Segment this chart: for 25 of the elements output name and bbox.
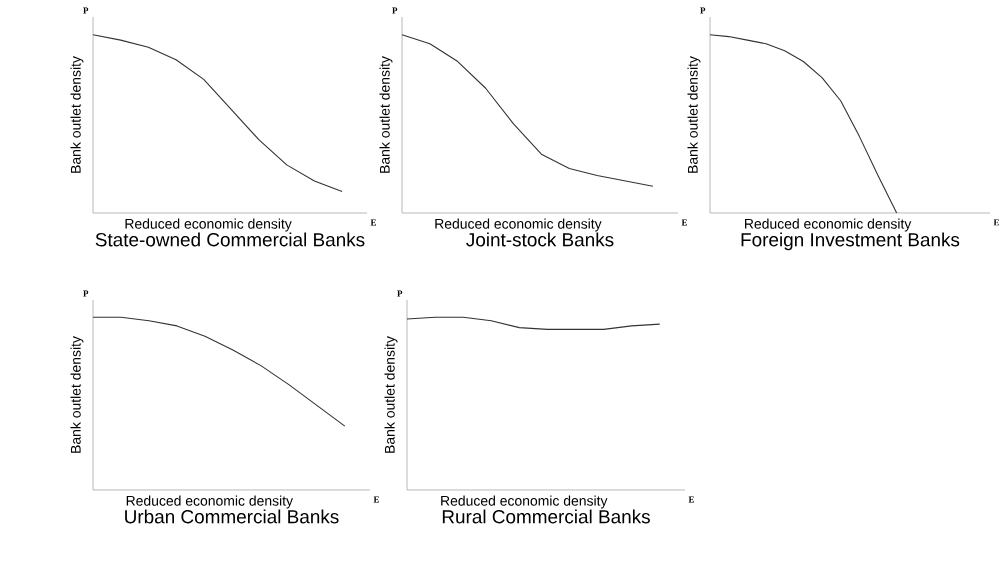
text: E [681,219,688,226]
x-axis-title: Reduced economic density [745,218,912,232]
text: Foreign Investment Banks [741,232,960,251]
text: P [397,290,403,297]
y-axis-title: Bank outlet density [70,56,84,173]
text: Rural Commercial Banks [442,509,650,524]
text: E [370,219,377,226]
y-axis-title: Bank outlet density [379,56,393,173]
text: Urban Commercial Banks [125,509,339,524]
x-axis-title: Reduced economic density [435,218,602,232]
text: State-owned Commercial Banks [95,232,365,247]
y-axis-title: Bank outlet density [70,336,84,453]
x-axis-title: Reduced economic density [441,495,608,509]
text: P [392,7,398,14]
x-axis-title: Reduced economic density [126,495,294,509]
text: Joint-stock Banks [466,232,614,247]
y-axis-title: Bank outlet density [687,56,701,173]
text: P [700,7,706,14]
text: E [993,219,1000,226]
y-axis-title: Bank outlet density [384,336,398,453]
text: P [83,290,89,297]
text: P [83,7,89,14]
text: E [688,496,695,503]
text: E [373,496,380,503]
x-axis-title: Reduced economic density [125,218,292,232]
